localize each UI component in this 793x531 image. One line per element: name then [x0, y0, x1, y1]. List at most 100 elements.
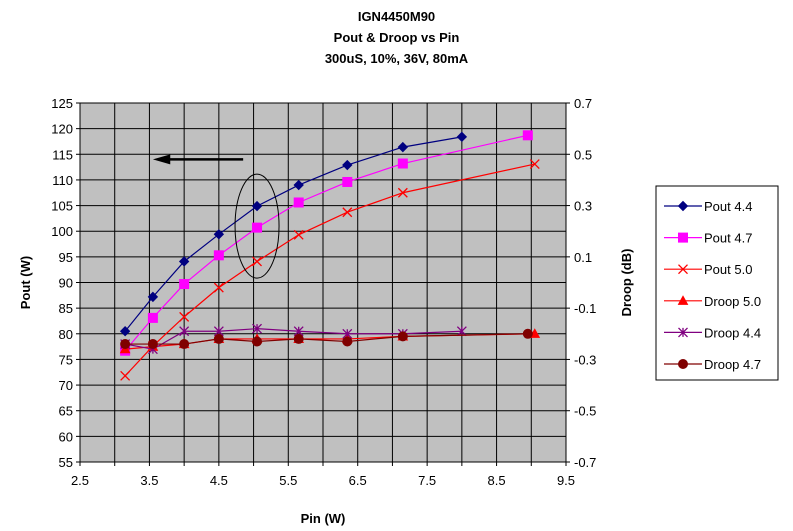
data-point	[397, 187, 408, 198]
y-tick-label: 105	[51, 199, 73, 214]
data-point	[456, 131, 468, 143]
data-point	[178, 256, 190, 267]
data-point	[213, 229, 225, 240]
highlight-ellipse	[234, 173, 280, 279]
x-tick-label: 9.5	[557, 473, 575, 488]
data-point	[252, 256, 263, 267]
data-point	[120, 370, 131, 381]
data-point	[179, 326, 190, 337]
y-tick-label: 55	[59, 455, 73, 470]
data-point	[213, 282, 224, 293]
series-layer	[119, 130, 541, 381]
y-tick-label: 60	[59, 429, 73, 444]
y-tick-label: 90	[59, 276, 73, 291]
legend-label: Droop 4.4	[704, 325, 761, 340]
data-point	[456, 326, 467, 337]
chart-title-line-3: 300uS, 10%, 36V, 80mA	[324, 51, 469, 66]
x-tick-label: 2.5	[71, 473, 89, 488]
y-tick-label: 125	[51, 96, 73, 111]
legend-label: Pout 4.4	[704, 199, 752, 214]
data-point	[342, 159, 353, 171]
x-tick-label: 5.5	[279, 473, 297, 488]
y-tick-label: 95	[59, 250, 73, 265]
x-tick-label: 7.5	[418, 473, 436, 488]
y2-tick-label: 0.5	[574, 147, 592, 162]
legend-marker	[677, 295, 689, 305]
data-point	[252, 323, 263, 334]
data-point	[293, 229, 304, 240]
annotations	[152, 154, 280, 279]
y-tick-label: 75	[59, 352, 73, 367]
y-tick-label: 115	[52, 147, 73, 162]
axes: 55 60 65 70 75 80 85 90 95 100 105 110 115 120 125 2.5 3…	[18, 96, 634, 526]
data-point	[252, 336, 263, 347]
data-point	[147, 291, 159, 303]
y-tick-label: 110	[52, 173, 73, 188]
data-point	[293, 179, 304, 191]
data-point	[147, 312, 158, 323]
chart-title-line-1: IGN4450M90	[357, 9, 436, 24]
data-point	[120, 339, 131, 350]
series-pout-4-7	[120, 130, 533, 356]
legend-label: Droop 4.7	[704, 357, 761, 372]
y2-tick-label: -0.7	[574, 455, 596, 470]
data-point	[293, 197, 304, 208]
y-tick-label: 100	[51, 224, 73, 239]
y-tick-label: 120	[51, 122, 73, 137]
y2-tick-label: 0.1	[574, 250, 592, 265]
data-point	[342, 176, 353, 187]
data-point	[522, 328, 533, 339]
y2-axis-title: Droop (dB)	[619, 249, 634, 317]
legend-item: Droop 4.4	[664, 325, 761, 340]
y-tick-label: 85	[59, 301, 73, 316]
data-point	[147, 339, 158, 350]
data-point	[179, 279, 190, 290]
y-tick-label: 80	[59, 327, 73, 342]
x-tick-label: 4.5	[210, 473, 228, 488]
left-arrow-head	[152, 154, 171, 165]
x-tick-label: 3.5	[140, 473, 158, 488]
y2-tick-label: -0.5	[574, 404, 596, 419]
data-point	[252, 222, 263, 233]
data-point	[342, 207, 353, 218]
data-point	[179, 339, 190, 350]
data-point	[522, 130, 533, 141]
data-point	[213, 250, 224, 261]
legend-marker	[677, 200, 689, 212]
legend-item: Pout 4.4	[664, 199, 752, 214]
y2-tick-label: -0.3	[574, 352, 596, 367]
legend-marker	[678, 232, 688, 243]
y2-tick-label: 0.7	[574, 96, 592, 111]
series-pout-4-4	[119, 131, 468, 337]
y2-tick-label: 0.3	[574, 199, 592, 214]
legend-item: Pout 4.7	[664, 231, 752, 246]
legend-label: Pout 4.7	[704, 231, 752, 246]
x-axis-title: Pin (W)	[301, 511, 346, 526]
data-point	[293, 333, 304, 344]
y-axis-title: Pout (W)	[18, 256, 33, 309]
legend-box	[655, 185, 779, 381]
series-droop-4-7	[120, 328, 533, 350]
legend-item: Pout 5.0	[664, 262, 752, 277]
legend-marker	[678, 327, 688, 338]
chart-title-line-2: Pout & Droop vs Pin	[333, 30, 460, 45]
data-point	[251, 200, 263, 212]
x-tick-label: 6.5	[349, 473, 367, 488]
plot-frame	[79, 102, 567, 463]
data-point	[397, 141, 409, 153]
data-point	[119, 326, 131, 337]
legend-marker	[678, 264, 688, 275]
legend-label: Pout 5.0	[704, 262, 752, 277]
legend-label: Droop 5.0	[704, 294, 761, 309]
data-point	[213, 333, 224, 344]
series-pout-5-0	[120, 159, 540, 381]
data-point	[529, 159, 540, 169]
legend: Pout 4.4 Pout 4.7 Pout 5.0 Droop 5.0 Droop 4…	[655, 185, 779, 381]
y-tick-label: 70	[59, 378, 73, 393]
data-point	[397, 331, 408, 342]
data-point	[397, 158, 408, 169]
x-tick-label: 8.5	[488, 473, 506, 488]
legend-item: Droop 4.7	[664, 357, 761, 372]
data-point	[179, 311, 190, 322]
